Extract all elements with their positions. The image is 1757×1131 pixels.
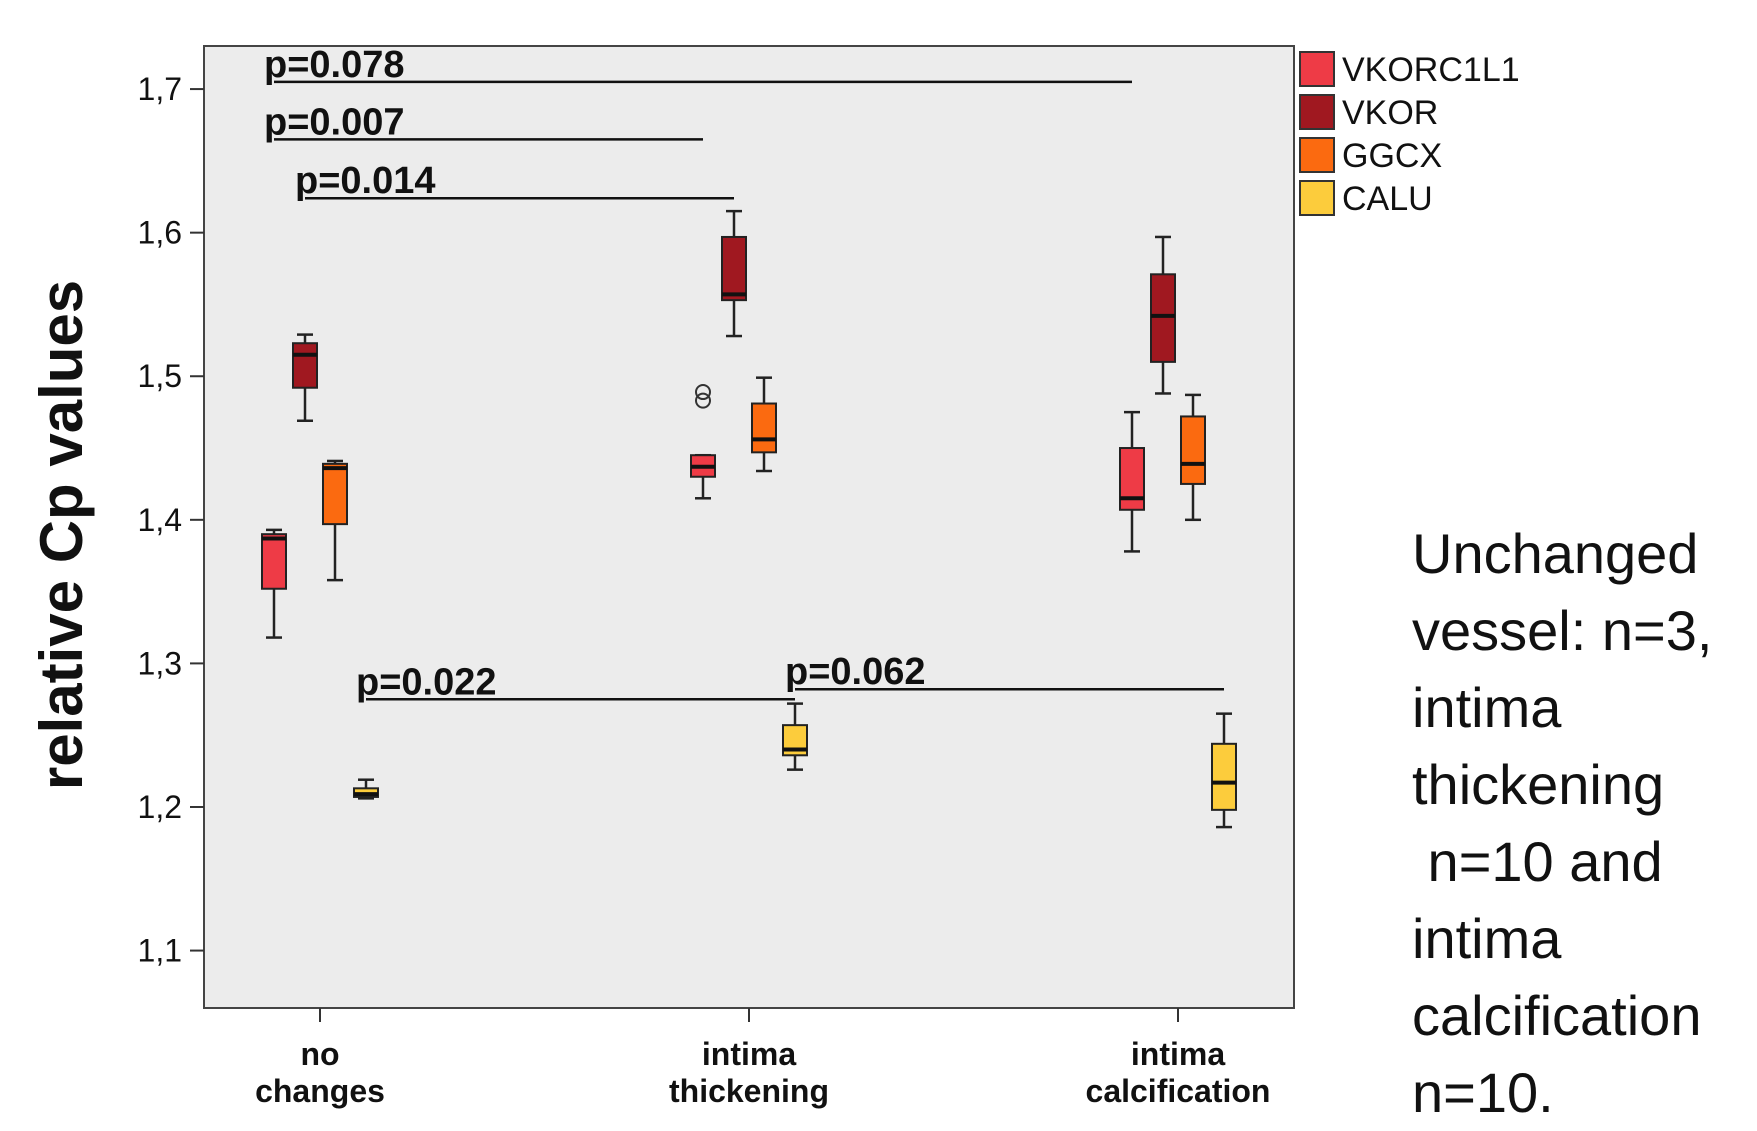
plot-area [203,45,1295,1009]
outlier-point [695,384,711,401]
y-tick-label: 1,5 [138,358,182,394]
legend-swatch [1299,94,1335,130]
box-vkorc1l1-1 [690,384,716,500]
legend-swatch [1299,180,1335,216]
p-value-label: p=0.007 [264,101,405,143]
x-tick-label: intima [702,1036,796,1072]
significance-annotation: p=0.007 [264,101,703,143]
y-axis-title: relative Cp values [28,280,95,790]
legend-label: VKORC1L1 [1342,51,1520,89]
legend-label: CALU [1342,180,1433,218]
box-vkor-0 [292,333,318,422]
box [1211,742,1237,811]
box [292,342,318,389]
note-line-7: calcification [1412,984,1702,1047]
box-ggcx-2 [1180,393,1206,522]
x-tick-label: thickening [669,1073,829,1109]
note-line-2: vessel: n=3, [1412,599,1713,662]
p-value-label: p=0.022 [356,661,497,703]
note-line-8: n=10. [1412,1061,1554,1124]
p-value-label: p=0.078 [264,44,405,86]
note-line-1: Unchanged [1412,522,1699,585]
sample-size-note: Unchanged vessel: n=3, intima thickening… [1412,515,1752,1131]
note-line-4: thickening [1412,753,1665,816]
x-tick-label: changes [255,1073,385,1109]
y-tick-label: 1,7 [138,71,182,107]
significance-annotation: p=0.062 [785,651,1224,693]
note-line-3: intima [1412,676,1562,739]
significance-annotation: p=0.022 [356,661,795,703]
legend-label: VKOR [1342,94,1438,132]
box-ggcx-0 [322,459,348,582]
box-calu-0 [353,778,379,800]
y-tick-label: 1,6 [138,215,182,251]
note-line-6: intima [1412,907,1562,970]
p-value-label: p=0.062 [785,651,926,693]
significance-annotation: p=0.078 [264,44,1132,86]
x-tick-label: no [300,1036,339,1072]
y-tick-label: 1,4 [138,502,182,538]
box-vkor-2 [1150,235,1176,395]
box [1180,415,1206,485]
box [261,533,287,590]
outlier-point [695,392,711,409]
legend-swatch [1299,137,1335,173]
box-ggcx-1 [751,376,777,473]
box-vkor-1 [721,209,747,338]
y-tick-label: 1,2 [138,789,182,825]
legend: VKORC1L1 VKOR GGCX CALU [1299,51,1520,218]
y-tick-label: 1,1 [138,933,182,969]
box-vkorc1l1-2 [1119,410,1145,553]
note-line-5: n=10 and [1412,830,1663,893]
p-value-label: p=0.014 [295,160,436,202]
box [751,402,777,454]
legend-swatch [1299,51,1335,87]
box [1119,447,1145,511]
significance-annotation: p=0.014 [295,160,734,202]
box-calu-1 [782,702,808,771]
x-tick-label: calcification [1086,1073,1271,1109]
y-tick-label: 1,3 [138,645,182,681]
box [322,462,348,526]
box [721,235,747,302]
box-calu-2 [1211,712,1237,829]
legend-label: GGCX [1342,137,1442,175]
box-vkorc1l1-0 [261,528,287,639]
x-tick-label: intima [1131,1036,1225,1072]
box [1150,273,1176,363]
